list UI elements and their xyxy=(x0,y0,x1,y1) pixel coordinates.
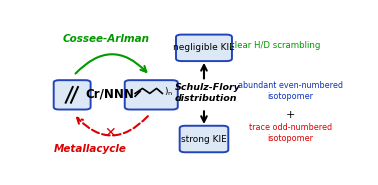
Text: abundant even-numbered
isotopomer: abundant even-numbered isotopomer xyxy=(238,80,343,101)
Text: )$_\mathregular{n}$: )$_\mathregular{n}$ xyxy=(164,85,173,97)
Text: trace odd-numbered
isotopomer: trace odd-numbered isotopomer xyxy=(249,123,332,143)
Text: Schulz-Flory
distribution: Schulz-Flory distribution xyxy=(175,83,240,103)
Text: clear H/D scrambling: clear H/D scrambling xyxy=(230,41,321,50)
FancyBboxPatch shape xyxy=(54,80,91,110)
Text: ✕: ✕ xyxy=(104,126,116,140)
Text: +: + xyxy=(286,110,295,120)
FancyBboxPatch shape xyxy=(125,80,178,110)
Text: negligible KIE: negligible KIE xyxy=(173,43,235,52)
Text: Cr/NNN: Cr/NNN xyxy=(86,88,135,101)
FancyBboxPatch shape xyxy=(180,126,228,152)
FancyBboxPatch shape xyxy=(176,35,232,61)
Text: strong KIE: strong KIE xyxy=(181,134,227,144)
Text: Metallacycle: Metallacycle xyxy=(53,144,126,154)
Text: Cossee-Arlman: Cossee-Arlman xyxy=(62,34,149,44)
